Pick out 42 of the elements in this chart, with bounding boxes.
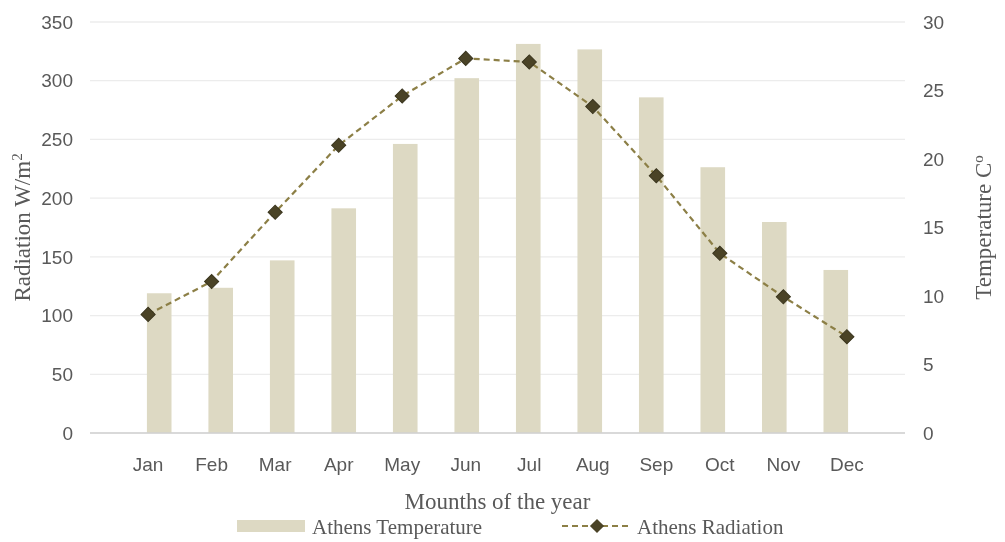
y2-tick-label: 30 <box>923 11 945 33</box>
bar <box>331 208 357 433</box>
x-tick-label: Jan <box>132 453 164 475</box>
bar <box>577 49 603 433</box>
y-tick-label: 50 <box>51 363 73 385</box>
y2-tick-label: 15 <box>923 217 945 239</box>
x-tick-label: Oct <box>705 453 736 475</box>
y2-tick-label: 5 <box>923 354 934 376</box>
bar <box>700 167 726 433</box>
x-tick-label: Sep <box>639 453 674 475</box>
x-tick-label: Apr <box>323 453 355 475</box>
bar <box>761 222 787 433</box>
y-tick-label: 100 <box>41 305 73 327</box>
x-tick-label: Dec <box>829 453 864 475</box>
y2-tick-label: 25 <box>923 80 945 102</box>
bar <box>146 293 172 433</box>
bar <box>269 260 295 433</box>
x-tick-label: May <box>384 453 421 475</box>
y2-tick-label: 10 <box>923 285 945 307</box>
bar <box>454 78 480 433</box>
y-tick-label: 300 <box>41 70 73 92</box>
bar <box>392 143 418 433</box>
x-tick-label: Jul <box>517 453 542 475</box>
x-tick-label: Feb <box>195 453 229 475</box>
bar <box>823 269 849 433</box>
bar <box>638 97 664 433</box>
x-tick-label: Nov <box>766 453 801 475</box>
y-tick-label: 200 <box>41 187 73 209</box>
bar <box>515 43 541 433</box>
y2-tick-label: 0 <box>923 422 934 444</box>
x-tick-label: Mar <box>258 453 293 475</box>
y-tick-label: 0 <box>62 422 73 444</box>
y2-tick-label: 20 <box>923 148 945 170</box>
legend-label: Athens Radiation <box>637 515 784 540</box>
bar <box>208 287 234 433</box>
x-axis-title: Mounths of the year <box>404 489 591 514</box>
x-tick-label: Aug <box>575 453 610 475</box>
y-tick-label: 350 <box>41 11 73 33</box>
legend-label: Athens Temperature <box>312 515 483 540</box>
y-tick-label: 150 <box>41 246 73 268</box>
y-tick-label: 250 <box>41 129 73 151</box>
x-tick-label: Jun <box>450 453 482 475</box>
